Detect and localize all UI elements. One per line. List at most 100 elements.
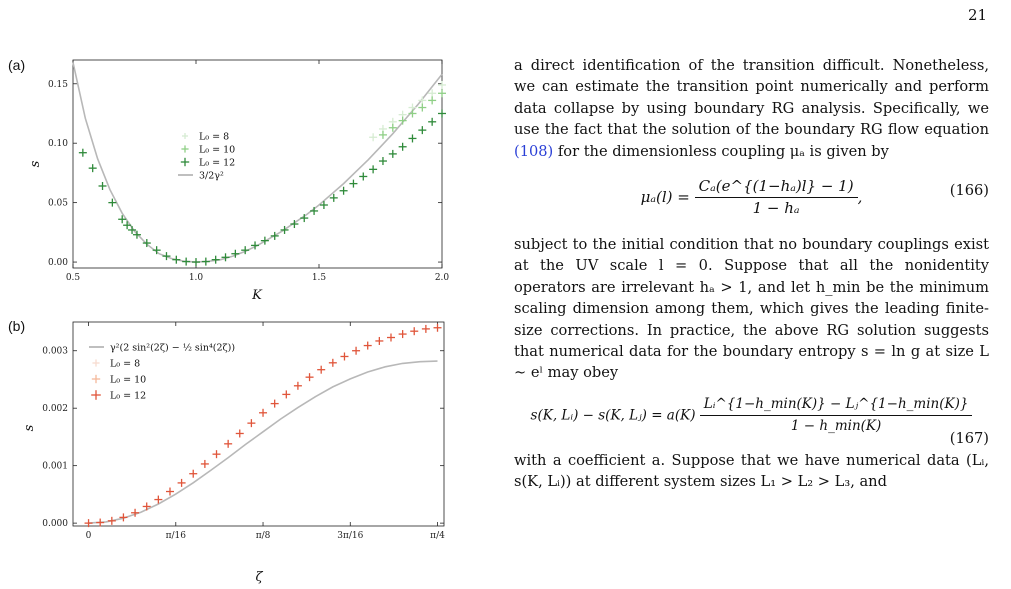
data-point bbox=[329, 193, 338, 202]
data-point bbox=[386, 333, 395, 342]
panel-b-label: (b) bbox=[8, 318, 26, 334]
x-tick-label: 1.5 bbox=[312, 273, 327, 283]
data-point bbox=[201, 257, 210, 266]
y-tick-label: 0.003 bbox=[42, 347, 68, 357]
x-tick-label: 0.5 bbox=[66, 273, 81, 283]
data-point bbox=[259, 408, 268, 417]
data-point bbox=[398, 142, 407, 151]
equation-167-denominator: 1 − h_min(K) bbox=[790, 418, 882, 435]
data-point bbox=[107, 516, 116, 525]
data-point bbox=[88, 164, 97, 173]
data-point bbox=[421, 324, 430, 333]
data-point bbox=[352, 346, 361, 355]
data-point bbox=[305, 373, 314, 382]
chart-b: 0 π/16 π/8 3π/16 π/4 0.000 0.001 0.002 0.003 ζ s… bbox=[22, 321, 445, 585]
legend-entry: L₀ = 10 bbox=[199, 145, 235, 156]
data-point bbox=[189, 469, 198, 478]
x-tick-label: 3π/16 bbox=[337, 531, 363, 541]
page-number: 21 bbox=[968, 6, 988, 24]
data-point bbox=[319, 201, 328, 210]
panel-a-label: (a) bbox=[8, 57, 26, 73]
chart-a-frame bbox=[72, 59, 443, 269]
data-point bbox=[162, 252, 171, 261]
data-point bbox=[177, 478, 186, 487]
equation-166-lhs: μₐ(l) = bbox=[640, 187, 690, 206]
x-tick-label: π/4 bbox=[430, 531, 445, 541]
data-point bbox=[418, 96, 427, 105]
data-point bbox=[154, 495, 163, 504]
data-point bbox=[224, 439, 233, 448]
data-point bbox=[260, 236, 269, 245]
paragraph-2: subject to the initial condition that no… bbox=[514, 236, 989, 382]
data-point bbox=[131, 508, 140, 517]
legend-entry: L₀ = 8 bbox=[110, 359, 140, 370]
chart-a: 0.5 1.0 1.5 2.00.000.050.100.15 K s L₀ = 8L… bbox=[28, 59, 450, 303]
y-tick-label: 0.001 bbox=[42, 462, 68, 472]
data-point bbox=[408, 134, 417, 143]
data-point bbox=[84, 519, 93, 528]
x-tick-label: 2.0 bbox=[435, 273, 450, 283]
data-point bbox=[293, 381, 302, 390]
x-tick-label: 0 bbox=[86, 531, 92, 541]
data-point bbox=[211, 255, 220, 264]
legend-entry: 3/2γ² bbox=[199, 171, 224, 182]
equation-167: s(K, Lᵢ) − s(K, Lⱼ) = a(K) Lᵢ^{1−h_min(K… bbox=[514, 384, 989, 450]
legend-entry: γ²(2 sin²(2ζ) − ½ sin⁴(2ζ)) bbox=[110, 343, 235, 354]
x-tick-label: π/8 bbox=[256, 531, 271, 541]
data-point bbox=[428, 96, 437, 105]
chart-b-legend: γ²(2 sin²(2ζ) − ½ sin⁴(2ζ)) L₀ = 8 L₀ = 10… bbox=[89, 343, 235, 402]
chart-a-theory-curve bbox=[72, 62, 443, 263]
chart-a-legend: L₀ = 8 L₀ = 10 L₀ = 12 3/2γ² bbox=[178, 132, 235, 182]
equation-167-number: (167) bbox=[949, 429, 989, 447]
data-point bbox=[108, 198, 117, 207]
y-tick-label: 0.15 bbox=[48, 80, 68, 90]
data-point bbox=[132, 230, 141, 239]
data-point bbox=[428, 117, 437, 126]
text-column: a direct identification of the transitio… bbox=[514, 55, 989, 493]
data-point bbox=[241, 246, 250, 255]
paragraph-1: a direct identification of the transitio… bbox=[514, 55, 989, 162]
data-point bbox=[165, 487, 174, 496]
data-point bbox=[119, 513, 128, 522]
data-point bbox=[340, 352, 349, 361]
data-point bbox=[221, 253, 230, 262]
data-point bbox=[369, 165, 378, 174]
equation-167-lhs: s(K, Lᵢ) − s(K, Lⱼ) = a(K) bbox=[530, 407, 696, 424]
equation-166-number: (166) bbox=[949, 182, 989, 200]
data-point bbox=[98, 181, 107, 190]
y-tick-label: 0.002 bbox=[42, 404, 68, 414]
data-point bbox=[172, 255, 181, 264]
data-point bbox=[398, 330, 407, 339]
data-point bbox=[251, 241, 260, 250]
data-point bbox=[290, 220, 299, 229]
chart-b-ylabel: s bbox=[22, 424, 37, 431]
data-point bbox=[317, 365, 326, 374]
data-point bbox=[418, 103, 427, 112]
data-point bbox=[428, 89, 437, 98]
y-tick-label: 0.00 bbox=[48, 258, 68, 268]
data-point bbox=[118, 215, 127, 224]
data-point bbox=[282, 390, 291, 399]
data-point bbox=[300, 214, 309, 223]
data-point bbox=[438, 109, 446, 118]
data-point bbox=[438, 80, 446, 89]
data-point bbox=[328, 358, 337, 367]
legend-entry: L₀ = 8 bbox=[199, 132, 229, 143]
equation-166-denominator: 1 − hₐ bbox=[752, 199, 800, 218]
equation-167-numerator: Lᵢ^{1−h_min(K)} − Lⱼ^{1−h_min(K)} bbox=[699, 394, 973, 417]
data-point bbox=[128, 225, 137, 234]
data-point bbox=[418, 126, 427, 135]
data-point bbox=[388, 123, 397, 132]
data-point bbox=[192, 258, 200, 267]
legend-entry: L₀ = 12 bbox=[110, 391, 146, 402]
data-point bbox=[142, 502, 151, 511]
data-point bbox=[363, 341, 372, 350]
x-tick-label: π/16 bbox=[166, 531, 187, 541]
data-point bbox=[433, 323, 442, 332]
legend-entry: L₀ = 10 bbox=[110, 375, 146, 386]
data-point bbox=[310, 206, 319, 215]
data-point bbox=[359, 172, 368, 181]
x-tick-label: 1.0 bbox=[189, 273, 204, 283]
equation-reference-link[interactable]: (108) bbox=[514, 142, 554, 160]
data-point bbox=[339, 186, 348, 195]
